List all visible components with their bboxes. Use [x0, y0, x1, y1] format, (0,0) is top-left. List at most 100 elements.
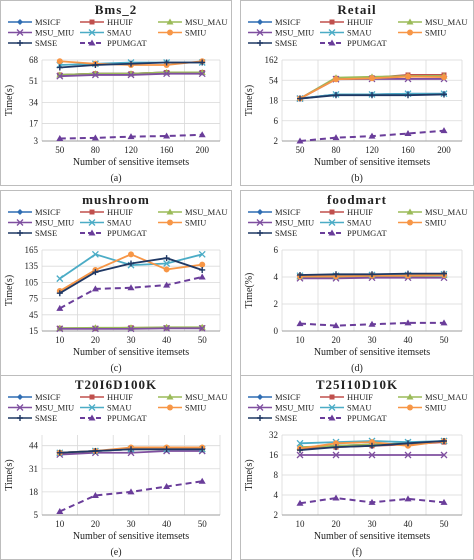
legend: MSICF HHUIF MSU_MAU MSU_MIU SMAU SMIU SMSE PPUM… — [248, 392, 468, 423]
legend-marker — [328, 229, 336, 236]
legend-marker — [329, 394, 335, 400]
data-point — [56, 275, 64, 283]
legend: MSICF HHUIF MSU_MAU MSU_MIU SMAU SMIU SMSE PPUM… — [8, 392, 228, 423]
y-tick-label: 0 — [274, 326, 279, 336]
chart-title: T25I10D10K — [316, 377, 398, 392]
data-point — [163, 260, 171, 267]
data-point — [296, 137, 304, 144]
data-point — [163, 483, 171, 490]
data-point — [440, 498, 448, 505]
data-point — [198, 324, 206, 332]
x-tick-label: 30 — [368, 519, 378, 529]
legend-item: HHUIF — [80, 17, 133, 27]
legend-item: PPUMGAT — [80, 413, 147, 423]
legend-label: MSICF — [35, 207, 61, 217]
legend-label: HHUIF — [107, 207, 133, 217]
data-point — [333, 444, 339, 451]
series-smiu — [297, 73, 447, 102]
data-point — [127, 284, 135, 291]
legend-label: SMSE — [35, 38, 57, 48]
legend-item: SMIU — [398, 218, 446, 228]
series-ppumgat — [296, 319, 448, 329]
legend-marker — [17, 40, 23, 46]
legend-marker — [256, 219, 264, 226]
data-point — [56, 507, 64, 514]
y-tick-label: 4 — [274, 272, 279, 282]
x-tick-label: 40 — [162, 519, 172, 529]
data-point — [368, 132, 376, 139]
legend-marker — [16, 404, 24, 411]
legend-marker — [328, 39, 336, 46]
x-tick-label: 30 — [127, 519, 137, 529]
chart-panel-4: foodmart MSICF HHUIF MSU_MAU MSU_MIU SMAU SMIU… — [240, 190, 474, 376]
legend-item: PPUMGAT — [320, 413, 387, 423]
series-smse — [56, 446, 206, 456]
data-point — [91, 250, 99, 258]
data-point — [163, 255, 170, 262]
legend-label: SMAU — [107, 28, 132, 38]
legend-marker — [88, 229, 96, 236]
x-tick-label: 50 — [198, 335, 208, 345]
y-axis-label: Time(%) — [244, 273, 255, 309]
legend-item: MSU_MIU — [248, 28, 314, 38]
legend-item: MSU_MAU — [398, 17, 468, 27]
legend-item: MSU_MAU — [158, 207, 228, 217]
legend-label: MSICF — [35, 392, 61, 402]
legend-item: MSU_MAU — [158, 17, 228, 27]
legend-item: SMSE — [248, 228, 297, 238]
data-point — [128, 260, 134, 267]
y-tick-label: 16 — [269, 450, 279, 460]
data-point — [296, 451, 304, 459]
data-point — [369, 271, 375, 278]
panel-border — [240, 190, 474, 376]
data-point — [128, 446, 134, 453]
legend-marker — [88, 39, 96, 46]
legend-marker — [88, 29, 96, 36]
data-point — [56, 304, 64, 311]
data-point — [198, 477, 206, 484]
data-point — [127, 488, 135, 495]
y-tick-label: 2 — [274, 510, 279, 520]
chart-title: foodmart — [327, 192, 387, 207]
legend-label: MSU_MAU — [425, 207, 468, 217]
data-point — [369, 75, 375, 82]
y-axis-label: Time(s) — [244, 459, 255, 490]
legend-label: PPUMGAT — [107, 38, 147, 48]
y-tick-label: 105 — [25, 277, 39, 287]
legend-marker — [328, 29, 336, 36]
legend-marker — [407, 404, 413, 411]
y-tick-label: 75 — [29, 294, 39, 304]
x-axis-label: Number of sensitive itemsets — [314, 531, 430, 542]
legend-label: MSU_MIU — [275, 218, 314, 228]
legend-label: HHUIF — [107, 392, 133, 402]
data-point — [296, 439, 304, 447]
legend: MSICF HHUIF MSU_MAU MSU_MIU SMAU SMIU SMSE PPUM… — [8, 17, 228, 48]
legend-marker — [166, 18, 174, 25]
data-point — [332, 134, 340, 141]
legend-label: SMIU — [425, 403, 446, 413]
y-axis-label: Time(s) — [4, 275, 15, 306]
chart-title: Retail — [337, 2, 376, 17]
data-point — [332, 494, 340, 501]
data-point — [91, 134, 99, 141]
legend-label: PPUMGAT — [347, 228, 387, 238]
data-point — [163, 70, 171, 78]
legend-item: SMIU — [398, 28, 446, 38]
y-tick-label: 34 — [29, 97, 39, 107]
data-point — [369, 439, 375, 446]
x-tick-label: 10 — [55, 335, 65, 345]
legend-item: MSICF — [8, 392, 61, 402]
x-tick-label: 40 — [162, 335, 172, 345]
y-tick-label: 6 — [274, 116, 279, 126]
legend-item: PPUMGAT — [320, 38, 387, 48]
y-tick-label: 135 — [25, 261, 39, 271]
chart-panel-5: T20I6D100K MSICF HHUIF MSU_MAU MSU_MIU SMAU SM… — [0, 375, 232, 560]
series-smse — [297, 270, 447, 278]
legend-marker — [16, 219, 24, 226]
data-point — [441, 91, 447, 98]
series-line — [59, 276, 203, 310]
legend: MSICF HHUIF MSU_MAU MSU_MIU SMAU SMIU SMSE PPUM… — [8, 207, 228, 238]
legend-label: SMAU — [347, 403, 372, 413]
data-point — [56, 64, 63, 71]
